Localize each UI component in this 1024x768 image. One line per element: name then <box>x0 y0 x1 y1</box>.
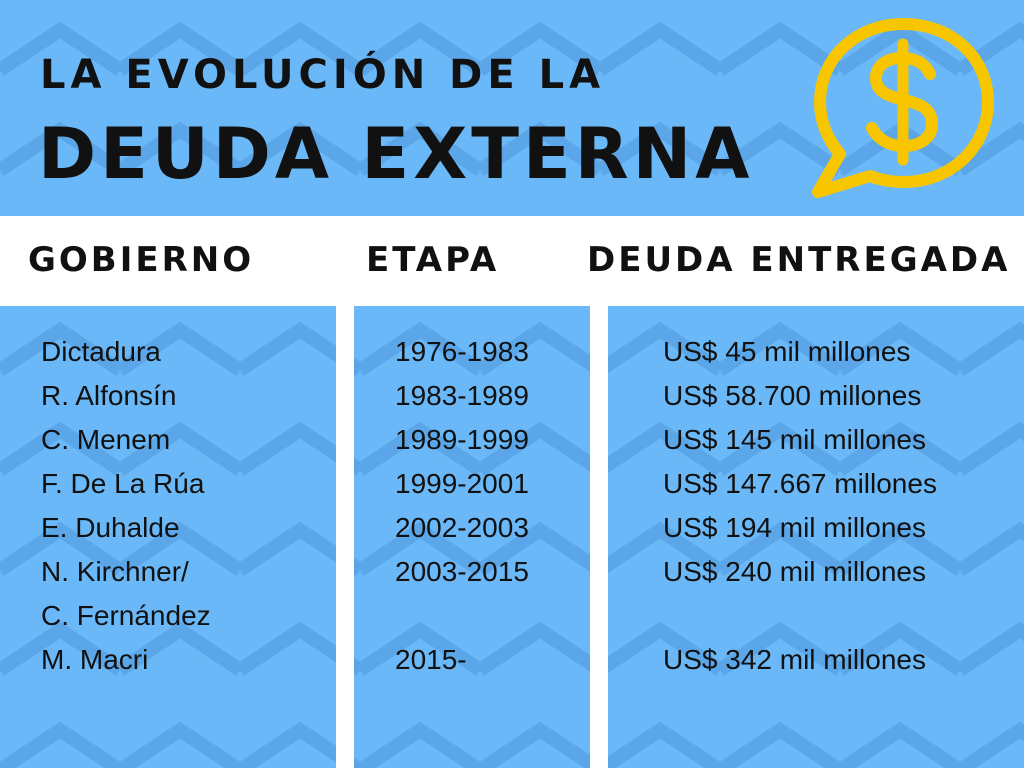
list-item: 2002-2003 <box>395 512 529 543</box>
list-item: 1989-1999 <box>395 424 529 455</box>
column-header-band <box>0 216 1024 306</box>
list-item: C. Menem <box>41 424 171 455</box>
list-item: US$ 147.667 millones <box>663 468 937 499</box>
title-line-2: DEUDA EXTERNA <box>38 113 754 195</box>
list-item: US$ 194 mil millones <box>663 512 926 543</box>
list-item: M. Macri <box>41 644 149 675</box>
gobierno-list: Dictadura R. Alfonsín C. Menem F. De La … <box>41 330 211 682</box>
list-item: E. Duhalde <box>41 512 180 543</box>
column-divider-2 <box>590 306 608 768</box>
column-header-gobierno: GOBIERNO <box>28 240 255 280</box>
list-item: N. Kirchner/ <box>41 556 189 587</box>
column-header-deuda: DEUDA ENTREGADA <box>587 240 1011 280</box>
dollar-speech-bubble-icon <box>812 18 994 198</box>
list-item: 2003-2015 <box>395 556 529 587</box>
list-item: US$ 342 mil millones <box>663 644 926 675</box>
deuda-list: US$ 45 mil millones US$ 58.700 millones … <box>663 330 937 682</box>
list-item <box>395 594 529 638</box>
column-header-etapa: ETAPA <box>366 240 500 280</box>
list-item: 1999-2001 <box>395 468 529 499</box>
list-item: 1983-1989 <box>395 380 529 411</box>
header: LA EVOLUCIÓN DE LA DEUDA EXTERNA <box>0 0 1024 216</box>
title-line-1: LA EVOLUCIÓN DE LA <box>40 52 606 98</box>
list-item: Dictadura <box>41 336 161 367</box>
list-item: C. Fernández <box>41 600 211 631</box>
list-item: US$ 58.700 millones <box>663 380 922 411</box>
list-item: F. De La Rúa <box>41 468 205 499</box>
list-item: US$ 240 mil millones <box>663 556 926 587</box>
list-item <box>663 594 937 638</box>
column-divider-1 <box>336 306 354 768</box>
list-item: 2015- <box>395 644 467 675</box>
list-item: US$ 45 mil millones <box>663 336 911 367</box>
list-item: R. Alfonsín <box>41 380 177 411</box>
list-item: 1976-1983 <box>395 336 529 367</box>
etapa-list: 1976-1983 1983-1989 1989-1999 1999-2001 … <box>395 330 529 682</box>
list-item: US$ 145 mil millones <box>663 424 926 455</box>
